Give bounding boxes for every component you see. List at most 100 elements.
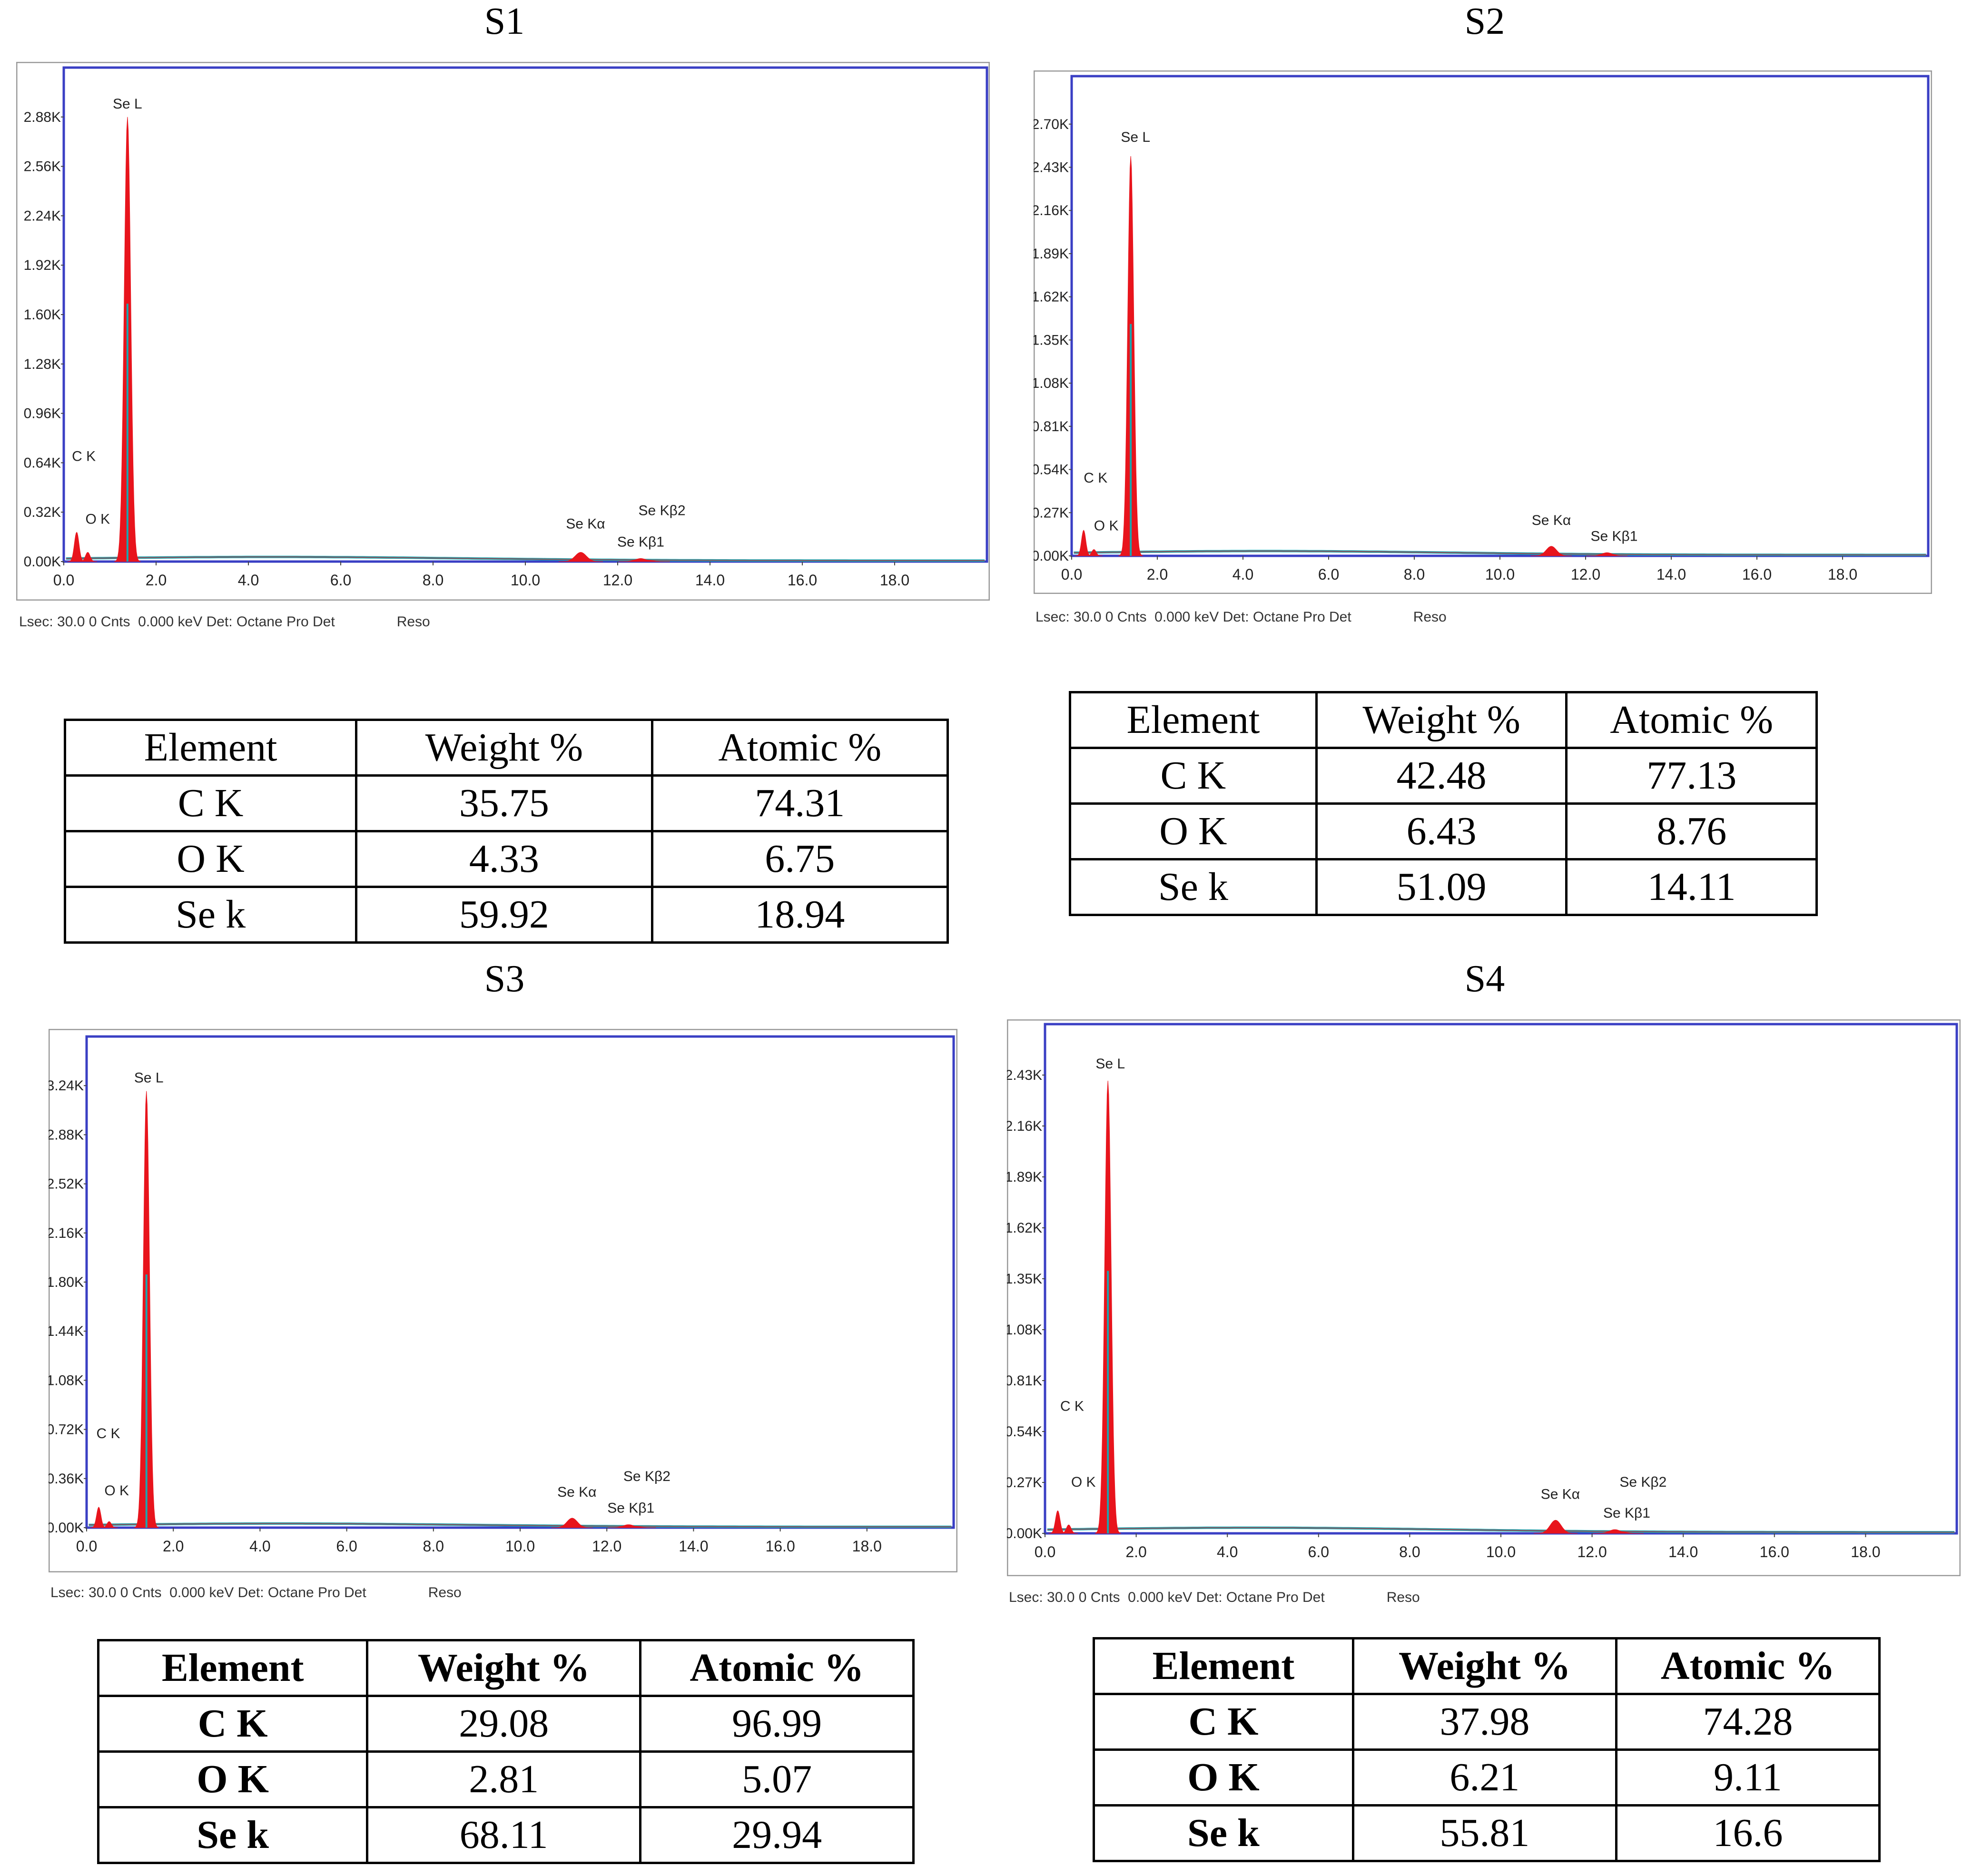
x-tick-label: 0.0	[1035, 1543, 1055, 1560]
y-tick-label: 2.16K	[1007, 1118, 1042, 1134]
peak-se-kα	[1530, 546, 1572, 556]
peak-o-k	[79, 552, 97, 562]
table-cell: 29.08	[366, 1695, 642, 1753]
table-cell: Se k	[63, 886, 358, 944]
x-tick-label: 2.0	[1147, 566, 1168, 583]
table-cell: 16.6	[1615, 1804, 1881, 1862]
peak-label: Se Kβ2	[639, 503, 686, 518]
y-tick-label: 2.43K	[1007, 1067, 1042, 1083]
table-cell: 6.21	[1351, 1748, 1617, 1807]
x-tick-label: 2.0	[1125, 1543, 1146, 1560]
footer-s2: Lsec: 30.0 0 Cnts 0.000 keV Det: Octane …	[1035, 609, 1447, 625]
table-header-cell: Element	[1069, 691, 1318, 749]
x-tick-label: 6.0	[1308, 1543, 1329, 1560]
table-header-cell: Atomic %	[1565, 691, 1818, 749]
table-header-row: Element Weight % Atomic %	[63, 719, 949, 777]
y-tick-label: 2.70K	[1034, 117, 1069, 132]
panel-title-s1: S1	[484, 0, 525, 42]
y-tick-label: 1.60K	[24, 307, 61, 323]
x-tick-label: 16.0	[1760, 1543, 1789, 1560]
table-cell: 8.76	[1565, 802, 1818, 860]
y-tick-label: 1.35K	[1007, 1271, 1042, 1287]
table-cell: 29.94	[639, 1806, 915, 1864]
peak-se-kα	[551, 1518, 593, 1528]
table-cell: O K	[1069, 802, 1318, 860]
y-tick-label: 0.81K	[1007, 1373, 1042, 1389]
peak-label: O K	[1094, 518, 1119, 534]
x-tick-label: 10.0	[505, 1538, 535, 1555]
table-cell: 18.94	[651, 886, 949, 944]
x-tick-label: 4.0	[249, 1538, 270, 1555]
table-cell: 4.33	[355, 830, 653, 888]
peak-o-k	[1059, 1524, 1078, 1534]
y-tick-label: 0.81K	[1034, 419, 1069, 434]
table-cell: 6.75	[651, 830, 949, 888]
table-header-row: Element Weight % Atomic %	[97, 1639, 915, 1697]
table-row: O K 4.33 6.75	[63, 830, 949, 888]
y-tick-label: 0.54K	[1034, 462, 1069, 478]
footer-s4: Lsec: 30.0 0 Cnts 0.000 keV Det: Octane …	[1009, 1590, 1420, 1605]
peak-label: Se Kα	[1532, 513, 1571, 528]
table-cell: 74.28	[1615, 1693, 1881, 1751]
x-tick-label: 2.0	[163, 1538, 184, 1555]
spectrum-chart-s3: 0.00K 0.36K 0.72K 1.08K 1.44K 1.80K 2.16K 2.52K…	[49, 1029, 957, 1572]
table-row: C K 35.75 74.31	[63, 774, 949, 832]
y-tick-label: 0.64K	[24, 455, 61, 471]
table-row: O K 6.43 8.76	[1069, 802, 1818, 860]
x-tick-label: 16.0	[765, 1538, 795, 1555]
peak-se-kβ1	[1586, 552, 1628, 556]
chart-outer-border	[1007, 1019, 1961, 1576]
table-cell: Se k	[1069, 858, 1318, 916]
peak-se-kβ2	[614, 1526, 656, 1528]
table-cell: 55.81	[1351, 1804, 1617, 1862]
peak-label: Se Kβ1	[1603, 1505, 1650, 1521]
x-tick-label: 14.0	[1656, 566, 1686, 583]
table-header-cell: Weight %	[1315, 691, 1568, 749]
x-tick-label: 8.0	[423, 1538, 444, 1555]
peak-se-kα	[1533, 1520, 1578, 1534]
x-tick-label: 14.0	[679, 1538, 708, 1555]
x-tick-label: 10.0	[511, 572, 540, 589]
table-header-cell: Atomic %	[651, 719, 949, 777]
y-tick-label: 0.96K	[24, 406, 61, 422]
y-tick-label: 2.88K	[24, 109, 61, 125]
x-tick-label: 18.0	[1828, 566, 1857, 583]
x-tick-label: 0.0	[76, 1538, 97, 1555]
table-cell: C K	[63, 774, 358, 832]
x-tick-label: 8.0	[423, 572, 444, 589]
table-cell: 2.81	[366, 1750, 642, 1808]
y-tick-label: 1.62K	[1007, 1220, 1042, 1236]
y-tick-label: 0.32K	[24, 504, 61, 520]
y-tick-label: 1.89K	[1034, 246, 1069, 262]
y-tick-label: 0.54K	[1007, 1424, 1042, 1440]
x-tick-label: 18.0	[852, 1538, 882, 1555]
table-cell: 9.11	[1615, 1748, 1881, 1807]
spectrum-baseline-overlay	[1047, 1527, 1955, 1533]
footer-s3: Lsec: 30.0 0 Cnts 0.000 keV Det: Octane …	[50, 1585, 462, 1600]
table-row: O K 6.21 9.11	[1093, 1748, 1881, 1807]
table-row: O K 2.81 5.07	[97, 1750, 915, 1808]
y-tick-label: 2.16K	[1034, 203, 1069, 218]
panel-title-s3: S3	[484, 958, 525, 1000]
spectrum-baseline-overlay	[66, 556, 985, 561]
chart-outer-border	[16, 62, 990, 601]
peak-label: Se Kβ2	[1619, 1474, 1666, 1490]
table-cell: 35.75	[355, 774, 653, 832]
table-cell: 59.92	[355, 886, 653, 944]
peak-label: O K	[85, 512, 110, 527]
y-tick-label: 1.35K	[1034, 332, 1069, 348]
table-cell: C K	[97, 1695, 369, 1753]
x-tick-label: 4.0	[1217, 1543, 1238, 1560]
table-header-cell: Atomic %	[639, 1639, 915, 1697]
y-tick-label: 2.16K	[49, 1225, 84, 1241]
x-tick-label: 12.0	[592, 1538, 621, 1555]
y-tick-label: 1.08K	[1034, 375, 1069, 391]
x-tick-label: 6.0	[1318, 566, 1339, 583]
x-tick-label: 2.0	[146, 572, 167, 589]
table-row: Se k 51.09 14.11	[1069, 858, 1818, 916]
y-tick-label: 1.62K	[1034, 289, 1069, 305]
table-cell: 42.48	[1315, 747, 1568, 805]
x-tick-label: 16.0	[1742, 566, 1772, 583]
table-cell: 37.98	[1351, 1693, 1617, 1751]
